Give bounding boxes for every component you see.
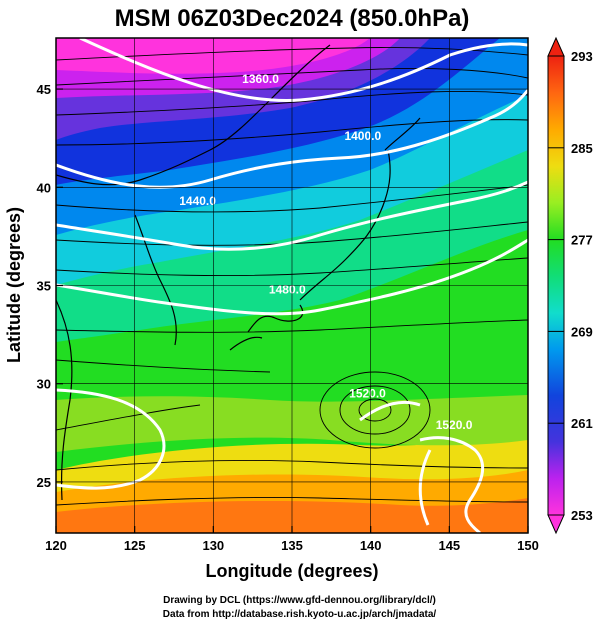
x-axis-label: Longitude (degrees): [205, 561, 378, 581]
y-tick-label: 35: [37, 279, 51, 294]
colorbar-top-arrow: [547, 36, 565, 57]
colorbar-bar: [547, 55, 565, 516]
credit-data: Data from http://database.rish.kyoto-u.a…: [162, 609, 437, 620]
colorbar: 293 285 277 269 261 253: [547, 36, 593, 535]
x-tick-label: 130: [202, 538, 224, 553]
x-tick-label: 140: [360, 538, 382, 553]
wind-streamlines: [56, 47, 528, 506]
x-tick-label: 135: [281, 538, 303, 553]
contour-label: 1400.0: [344, 129, 381, 143]
contour-label-group: 1360.0 1400.0 1440.0 1480.0 1520.0 1520.…: [179, 72, 472, 432]
contour-label: 1520.0: [436, 418, 473, 432]
y-tick-label: 25: [37, 475, 51, 490]
colorbar-tick-label: 277: [571, 233, 593, 248]
colorbar-ticks: [548, 55, 564, 516]
y-tick-label: 30: [37, 377, 51, 392]
map-title: MSM 06Z03Dec2024 (850.0hPa): [115, 5, 470, 32]
colorbar-tick-label: 269: [571, 324, 593, 339]
height-contours: [56, 38, 528, 533]
credit-drawing: Drawing by DCL (https://www.gfd-dennou.o…: [163, 595, 436, 606]
y-tick-label: 40: [37, 180, 51, 195]
contour-label: 1440.0: [179, 194, 216, 208]
colorbar-tick-label: 253: [571, 508, 593, 523]
colorbar-bottom-arrow: [547, 514, 565, 535]
colorbar-tick-label: 261: [571, 416, 593, 431]
colorbar-tick-label: 293: [571, 49, 593, 64]
contour-label: 1520.0: [349, 386, 386, 400]
y-axis-label: Latitude (degrees): [4, 207, 24, 363]
x-tick-label: 145: [438, 538, 460, 553]
y-tick-label: 45: [37, 82, 51, 97]
y-axis-ticks: 25 30 35 40 45: [37, 82, 63, 490]
x-tick-label: 120: [45, 538, 67, 553]
colorbar-tick-label: 285: [571, 141, 593, 156]
x-axis-ticks: 120 125 130 135 140 145 150: [45, 526, 539, 553]
x-tick-label: 125: [124, 538, 146, 553]
x-tick-label: 150: [517, 538, 539, 553]
contour-label: 1360.0: [242, 72, 279, 86]
contour-label: 1480.0: [269, 282, 306, 296]
coastlines: [56, 44, 421, 501]
